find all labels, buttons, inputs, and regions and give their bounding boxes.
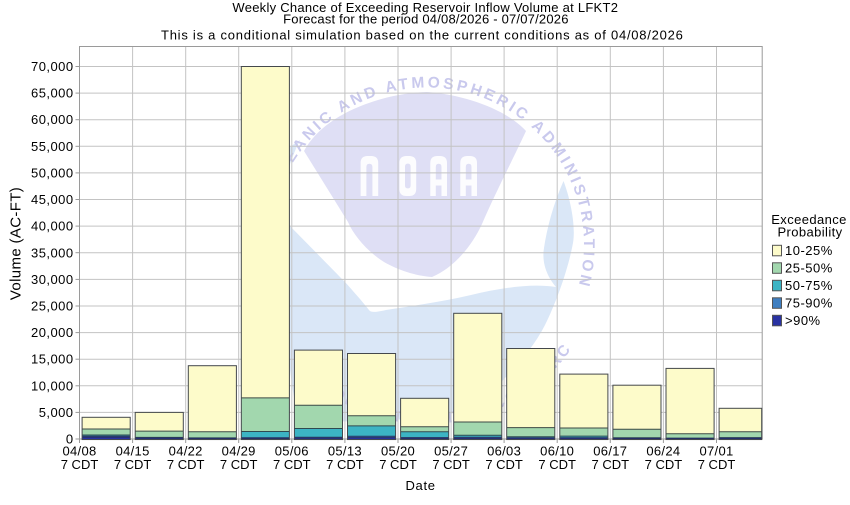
svg-text:7 CDT: 7 CDT	[538, 457, 576, 472]
svg-text:65,000: 65,000	[31, 86, 73, 101]
svg-text:7 CDT: 7 CDT	[220, 457, 258, 472]
svg-text:Date: Date	[405, 478, 435, 493]
svg-text:Volume (AC-FT): Volume (AC-FT)	[8, 187, 25, 300]
svg-text:55,000: 55,000	[31, 139, 73, 154]
svg-text:20,000: 20,000	[31, 325, 73, 340]
svg-text:7 CDT: 7 CDT	[61, 457, 99, 472]
svg-text:7 CDT: 7 CDT	[592, 457, 630, 472]
svg-text:25-50%: 25-50%	[785, 261, 833, 276]
svg-text:7 CDT: 7 CDT	[114, 457, 152, 472]
svg-text:40,000: 40,000	[31, 219, 73, 234]
svg-text:7 CDT: 7 CDT	[432, 457, 470, 472]
svg-text:60,000: 60,000	[31, 112, 73, 127]
svg-text:7 CDT: 7 CDT	[273, 457, 311, 472]
svg-text:7 CDT: 7 CDT	[645, 457, 683, 472]
svg-text:45,000: 45,000	[31, 192, 73, 207]
svg-text:25,000: 25,000	[31, 299, 73, 314]
svg-text:75-90%: 75-90%	[785, 296, 833, 311]
svg-text:35,000: 35,000	[31, 245, 73, 260]
svg-text:>90%: >90%	[785, 313, 821, 328]
svg-text:30,000: 30,000	[31, 272, 73, 287]
svg-text:5,000: 5,000	[39, 405, 74, 420]
svg-text:Forecast for the period 04/08/: Forecast for the period 04/08/2026 - 07/…	[283, 12, 568, 27]
svg-text:7 CDT: 7 CDT	[326, 457, 364, 472]
svg-text:50-75%: 50-75%	[785, 278, 833, 293]
svg-text:7 CDT: 7 CDT	[167, 457, 205, 472]
svg-text:10,000: 10,000	[31, 378, 73, 393]
svg-text:7 CDT: 7 CDT	[698, 457, 736, 472]
svg-text:15,000: 15,000	[31, 352, 73, 367]
svg-text:50,000: 50,000	[31, 165, 73, 180]
svg-text:This is a conditional simulati: This is a conditional simulation based o…	[161, 27, 684, 42]
svg-text:7 CDT: 7 CDT	[485, 457, 523, 472]
svg-text:70,000: 70,000	[31, 59, 73, 74]
svg-text:Probability: Probability	[777, 224, 842, 239]
svg-text:10-25%: 10-25%	[785, 243, 833, 258]
svg-text:7 CDT: 7 CDT	[379, 457, 417, 472]
